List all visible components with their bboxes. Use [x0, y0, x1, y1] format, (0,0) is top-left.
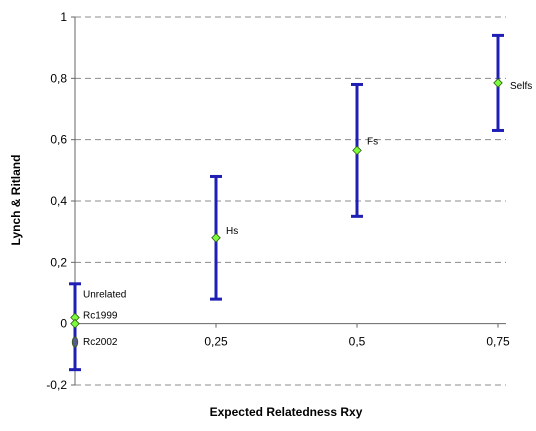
y-tick-label: -0,2: [46, 378, 67, 392]
point-label: Rc1999: [83, 311, 118, 322]
data-point: [493, 78, 503, 88]
data-point: [71, 336, 79, 348]
grid-layer: [75, 16, 506, 386]
y-tick-label: 0,6: [50, 133, 67, 147]
x-axis-title: Expected Relatedness Rxy: [210, 405, 363, 419]
point-label: Rc2002: [83, 337, 118, 348]
point-label: Fs: [367, 136, 378, 147]
axis-layer: 1 0,8 0,6 0,4 0,2 0 -0,2 0,25 0,5 0,75: [46, 10, 510, 392]
point-label: Selfs: [510, 81, 532, 92]
data-point: [70, 318, 80, 329]
point-label: Unrelated: [83, 290, 126, 301]
point-layer: [70, 78, 503, 348]
x-tick-label: 0,75: [486, 335, 510, 349]
y-tick-label: 0,2: [50, 255, 67, 269]
y-axis-title: Lynch & Ritland: [9, 155, 23, 246]
point-label: Hs: [226, 226, 238, 237]
data-point: [211, 233, 221, 243]
y-tick-label: 0: [60, 317, 67, 331]
x-tick-label: 0,25: [204, 335, 228, 349]
x-tick-label: 0,5: [349, 335, 366, 349]
data-point: [352, 145, 362, 156]
label-layer: Unrelated Rc1999 Rc2002 Hs Fs Selfs: [83, 81, 532, 348]
y-tick-label: 0,8: [50, 71, 67, 85]
error-bar-layer: [69, 33, 504, 372]
y-tick-label: 1: [60, 10, 67, 24]
y-tick-label: 0,4: [50, 194, 67, 208]
